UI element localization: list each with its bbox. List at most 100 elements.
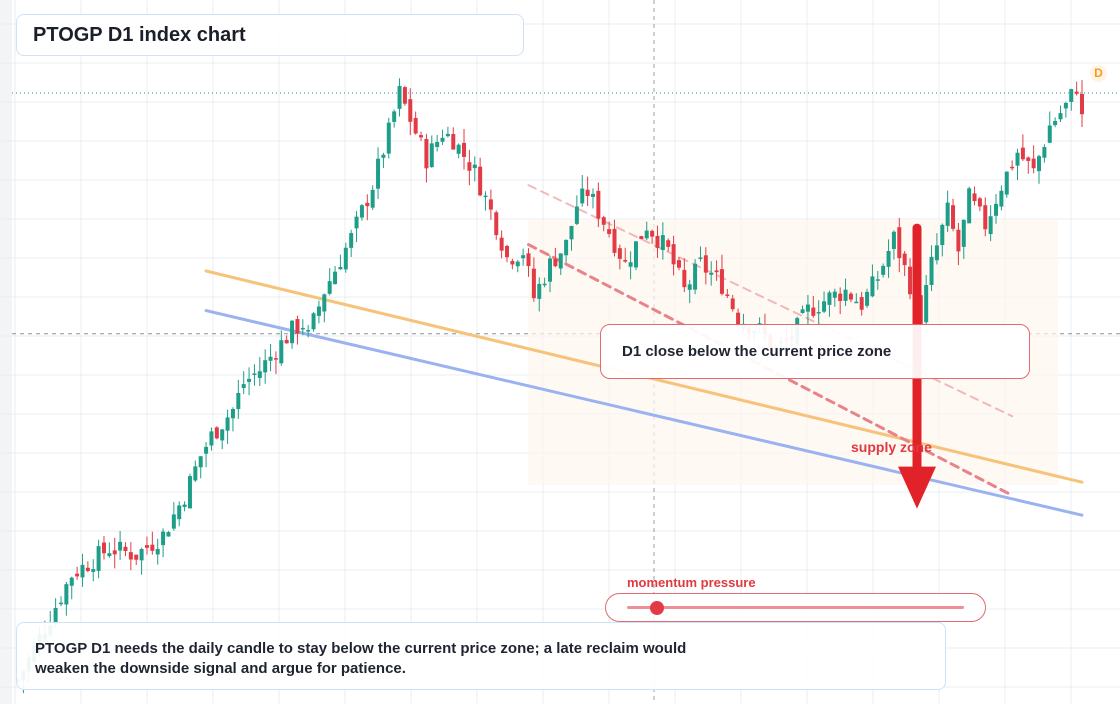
candle-body <box>585 189 590 196</box>
candle-body <box>483 195 488 198</box>
candle-body <box>273 358 278 360</box>
momentum-knob[interactable] <box>650 601 665 615</box>
candle-body <box>553 258 558 267</box>
candle-body <box>580 188 585 204</box>
candle-body <box>467 162 472 171</box>
candle-body <box>897 227 902 259</box>
candle-body <box>311 313 316 330</box>
momentum-track <box>627 606 964 609</box>
candle-body <box>101 542 106 554</box>
candle-body <box>1015 152 1020 166</box>
candle-body <box>1069 89 1074 102</box>
candle-body <box>521 255 526 259</box>
candle-body <box>225 417 230 431</box>
candle-body <box>96 546 101 571</box>
candle-body <box>171 514 176 529</box>
candle-body <box>214 427 219 439</box>
candle-body <box>805 304 810 312</box>
candle-body <box>257 371 262 378</box>
candle-body <box>816 312 821 314</box>
candles <box>16 78 1084 694</box>
supply-zone-label: supply zone <box>851 439 932 455</box>
candle-body <box>703 255 708 273</box>
candle-body <box>187 476 192 509</box>
candle-body <box>725 294 730 296</box>
candle-body <box>988 216 993 235</box>
candle-body <box>247 378 252 382</box>
candle-body <box>134 554 139 560</box>
candle-body <box>940 224 945 246</box>
candle-body <box>472 164 477 169</box>
candle-body <box>956 229 961 252</box>
candle-body <box>650 230 655 237</box>
candle-body <box>569 226 574 240</box>
candle-body <box>730 298 735 310</box>
candle-body <box>230 409 235 419</box>
candle-body <box>1042 147 1047 158</box>
candle-body <box>736 312 741 325</box>
candle-body <box>924 285 929 323</box>
candle-body <box>107 553 112 557</box>
candle-body <box>510 260 515 265</box>
candle-body <box>279 340 284 364</box>
candle-body <box>843 289 848 301</box>
candle-body <box>908 266 913 295</box>
candle-body <box>655 235 660 248</box>
candle-body <box>676 260 681 268</box>
candle-body <box>295 319 300 334</box>
candle-body <box>537 283 542 299</box>
candle-body <box>574 206 579 224</box>
candle-body <box>709 273 714 275</box>
candle-body <box>714 270 719 273</box>
candle-body <box>628 262 633 267</box>
candle-body <box>558 253 563 269</box>
candle-body <box>445 133 450 137</box>
candle-body <box>236 392 241 410</box>
candle-body <box>451 134 456 150</box>
candle-body <box>891 231 896 249</box>
candle-body <box>166 532 171 537</box>
candle-body <box>822 301 827 312</box>
candle-body <box>929 256 934 286</box>
candle-body <box>64 584 69 605</box>
candle-body <box>365 202 370 207</box>
candle-body <box>1074 91 1079 94</box>
candle-body <box>91 569 96 572</box>
candle-body <box>999 190 1004 207</box>
candle-body <box>161 531 166 546</box>
candle-body <box>644 230 649 239</box>
candle-body <box>429 143 434 168</box>
candle-body <box>838 293 843 302</box>
candle-body <box>1063 102 1068 109</box>
momentum-gauge <box>605 593 986 622</box>
candle-body <box>951 205 956 229</box>
candle-body <box>58 602 63 605</box>
candle-body <box>402 87 407 104</box>
candle-body <box>564 239 569 256</box>
analysis-note-text: PTOGP D1 needs the daily candle to stay … <box>35 640 687 677</box>
candle-body <box>881 265 886 275</box>
candle-body <box>660 235 665 251</box>
candle-body <box>607 229 612 234</box>
candle-body <box>112 550 117 555</box>
candle-body <box>392 111 397 122</box>
timeframe-badge[interactable]: D <box>1090 65 1107 82</box>
candle-body <box>263 360 268 373</box>
candle-body <box>381 154 386 158</box>
candle-body <box>424 138 429 169</box>
candle-body <box>1037 156 1042 172</box>
candle-body <box>327 281 332 294</box>
candle-body <box>994 203 999 216</box>
candle-body <box>682 269 687 288</box>
candle-body <box>435 141 440 147</box>
candle-body <box>177 505 182 520</box>
candle-body <box>397 85 402 109</box>
candle-body <box>693 263 698 290</box>
down-arrow-head <box>898 466 936 509</box>
candle-body <box>902 253 907 266</box>
candle-body <box>596 190 601 219</box>
candle-body <box>316 306 321 316</box>
candle-body <box>542 283 547 286</box>
candle-body <box>284 339 289 344</box>
candle-body <box>150 544 155 551</box>
